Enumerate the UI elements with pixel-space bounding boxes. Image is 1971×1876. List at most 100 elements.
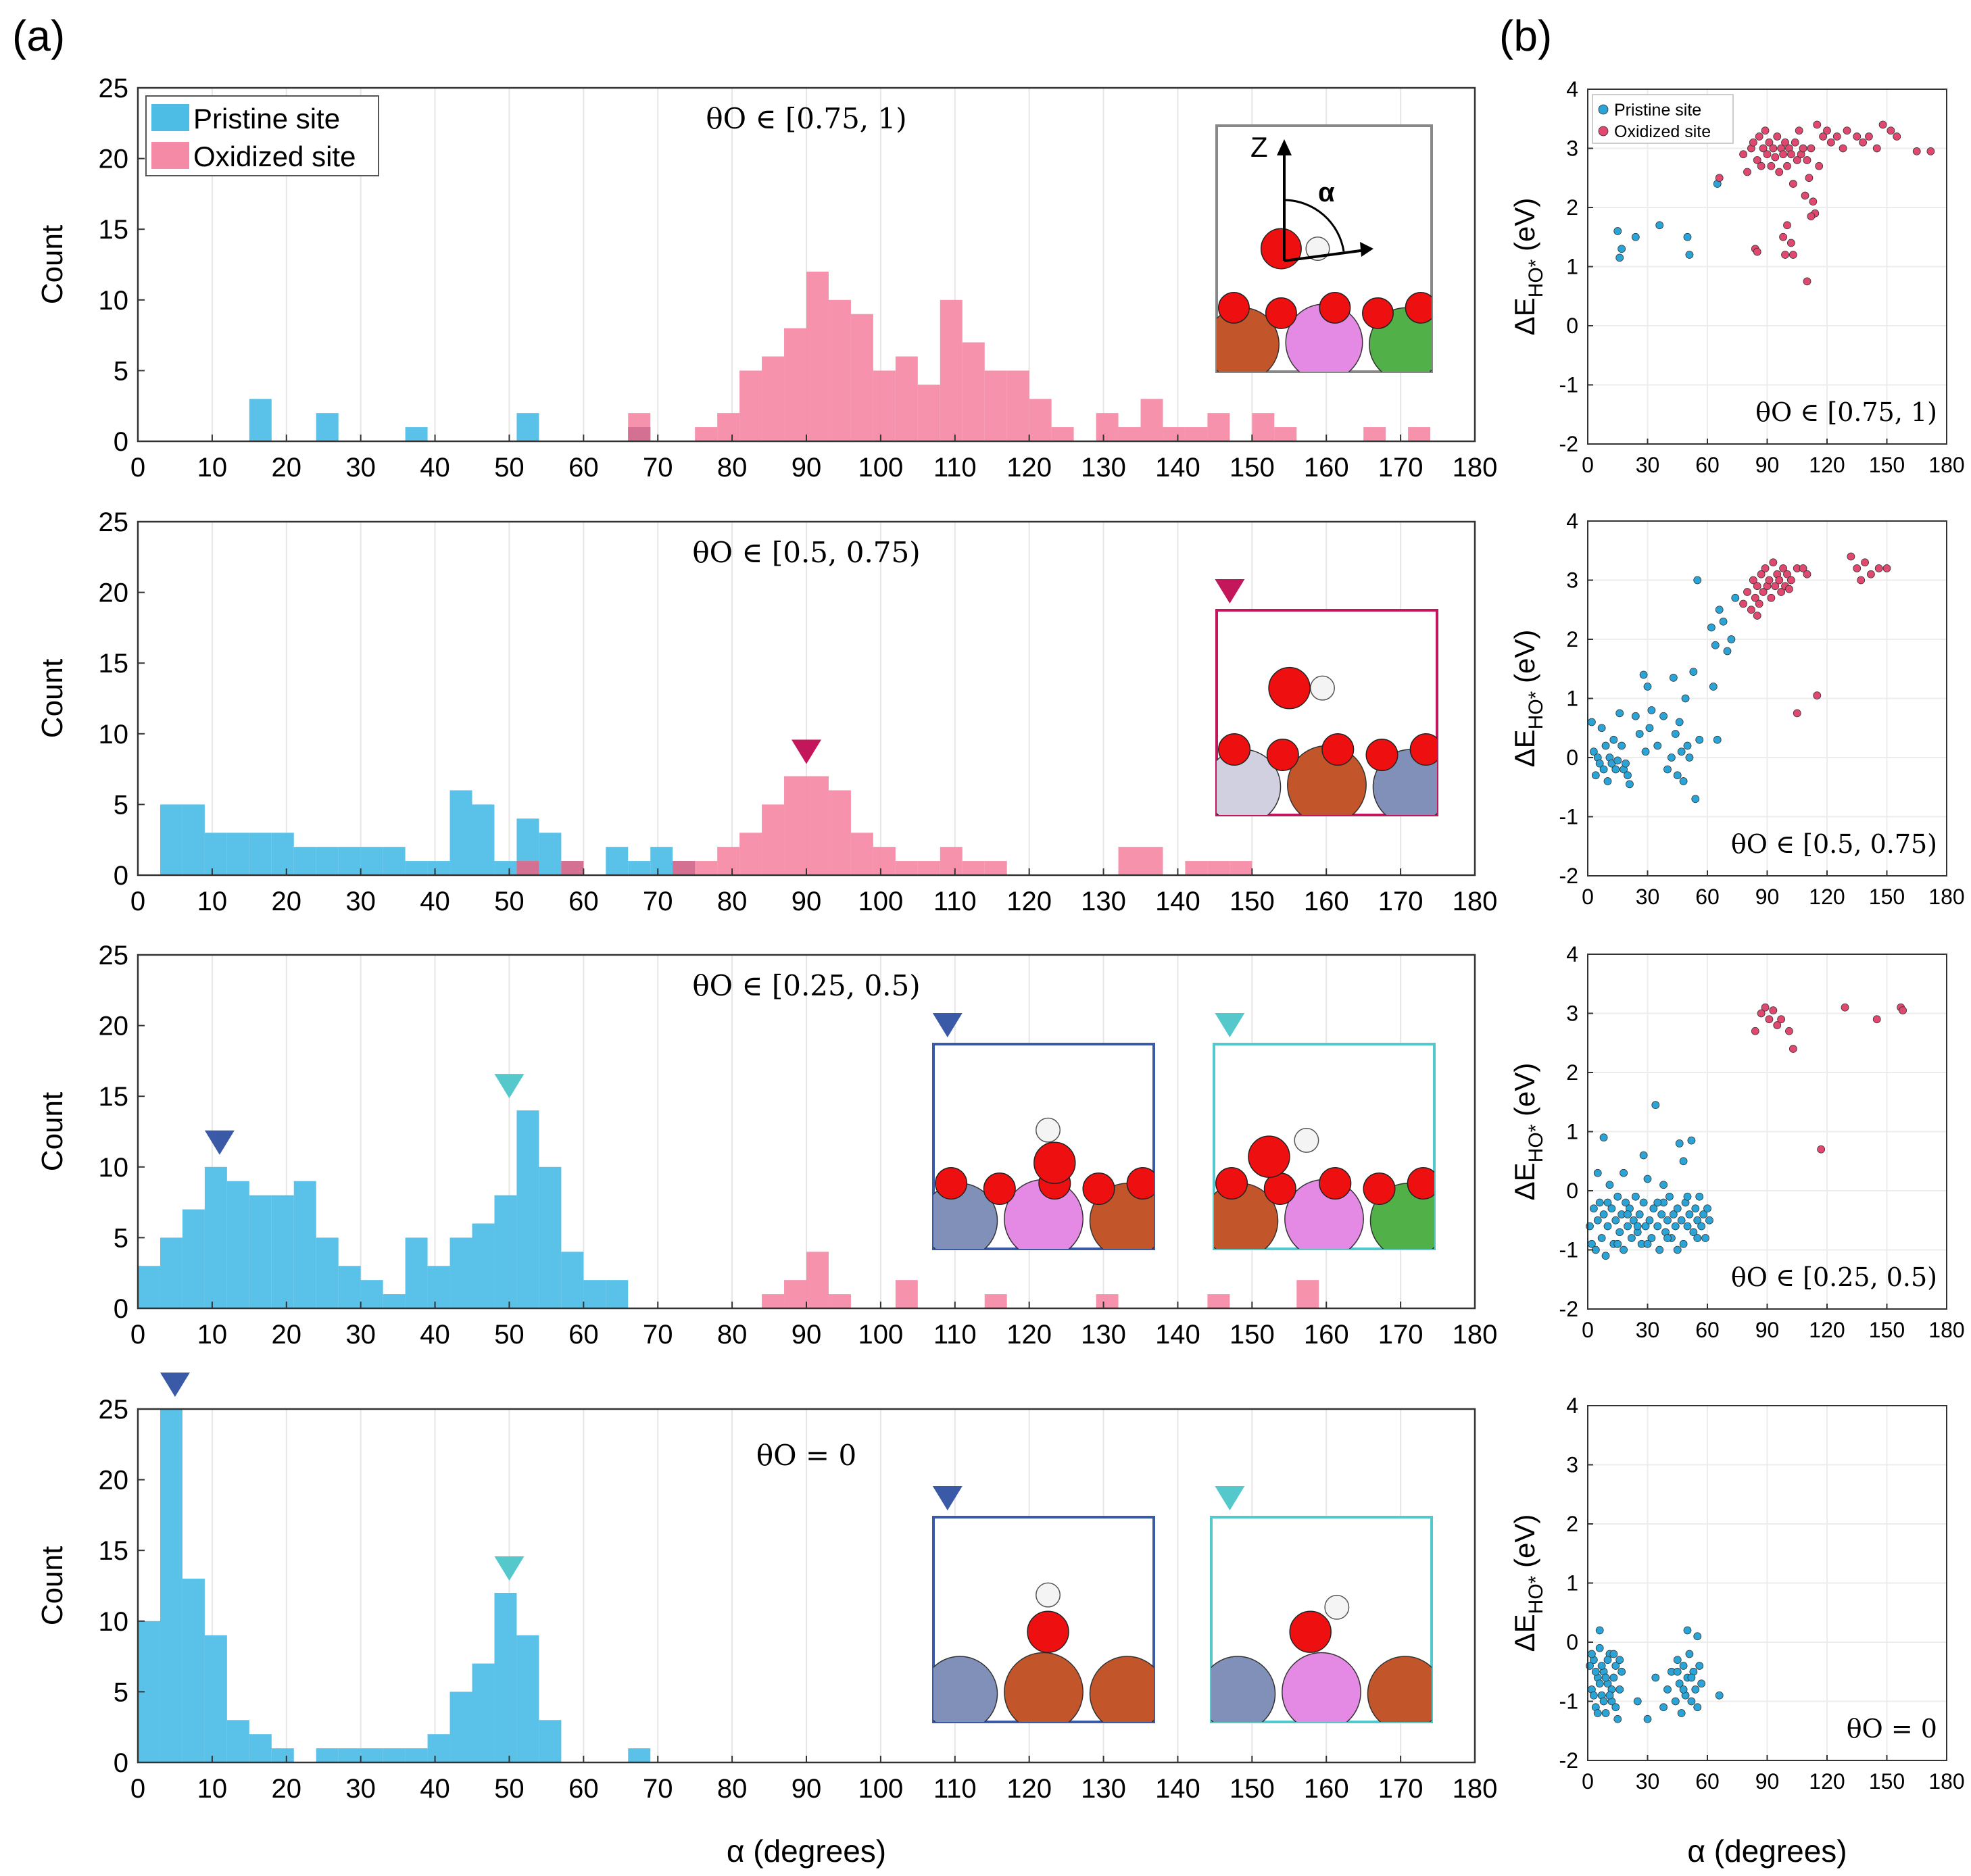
histogram-bar: [1029, 399, 1052, 441]
inset-2-1-surface-oxygen: [1365, 738, 1398, 772]
x-tick-label: 40: [420, 453, 450, 483]
histogram-bar: [316, 1748, 339, 1762]
histogram-bar: [1185, 861, 1208, 875]
scatter-point: [1753, 582, 1761, 591]
scatter-point: [1899, 1006, 1907, 1015]
y-tick-label: -1: [1559, 1238, 1578, 1262]
x-tick-label: 90: [1755, 453, 1780, 477]
x-tick-label: 0: [1582, 1318, 1594, 1342]
peak-marker: [494, 1074, 525, 1099]
scatter-point: [1675, 718, 1684, 726]
histogram-bar: [516, 1110, 539, 1308]
histogram-bar: [784, 776, 806, 875]
histogram-bar: [561, 1252, 584, 1308]
x-tick-label: 120: [1006, 1320, 1052, 1350]
histogram-bar: [583, 1280, 606, 1308]
inset-4-1-atoms: [933, 1582, 1154, 1722]
y-tick-label: -1: [1559, 373, 1578, 397]
histogram-bar: [293, 847, 316, 875]
scatter-point: [1624, 771, 1632, 780]
y-tick-label: 0: [114, 861, 128, 891]
scatter-point: [1655, 221, 1664, 230]
scatter-point: [1866, 570, 1875, 578]
scatter-point: [1788, 251, 1797, 259]
inset-top-atoms: [1217, 228, 1432, 372]
scatter-point: [1603, 1656, 1612, 1664]
x-tick-label: 120: [1006, 887, 1052, 916]
x-tick-label: 150: [1230, 887, 1275, 916]
y-tick-label: 0: [1566, 314, 1578, 338]
scatter-point: [1589, 747, 1598, 756]
x-tick-label: 130: [1081, 453, 1126, 483]
x-tick-label: 150: [1869, 1318, 1905, 1342]
histogram-bar: [717, 847, 740, 875]
x-tick-label: 60: [568, 1320, 599, 1350]
scatter-point: [1753, 247, 1761, 256]
histogram-bar: [226, 1720, 249, 1762]
y-tick-label: 4: [1566, 77, 1578, 101]
histogram-bar: [606, 1280, 629, 1308]
scatter-point: [1603, 777, 1612, 785]
scatter-point: [1853, 132, 1862, 141]
y-axis-label-main: ΔE: [1509, 297, 1540, 335]
scatter-point: [1695, 735, 1704, 744]
histogram-bar: [739, 833, 762, 875]
scatter-point: [1601, 1709, 1610, 1717]
scatter-point: [1607, 1204, 1616, 1213]
scatter-point: [1615, 1656, 1624, 1664]
x-tick-label: 130: [1081, 1774, 1126, 1804]
histogram-bar: [873, 847, 896, 875]
scatter-point: [1693, 576, 1702, 585]
scatter-point: [1641, 1222, 1650, 1231]
peak-marker: [160, 1373, 190, 1397]
y-tick-label: -2: [1559, 1748, 1578, 1773]
x-tick-label: 120: [1006, 453, 1052, 483]
histogram-bar: [917, 861, 940, 875]
scatter-point: [1781, 251, 1789, 259]
scatter-point: [1783, 221, 1791, 230]
y-tick-label: 25: [99, 941, 129, 970]
histogram-overlap-bar: [516, 861, 539, 875]
y-tick-label: 4: [1566, 509, 1578, 533]
scatter-point: [1743, 588, 1751, 596]
scatter-point: [1713, 735, 1722, 744]
scatter-point: [1599, 1697, 1608, 1706]
scatter-point: [1609, 1650, 1618, 1658]
x-tick-label: 150: [1869, 885, 1905, 909]
histogram-bar: [472, 1663, 495, 1762]
inset-3-1-surface-oxygen: [935, 1166, 968, 1200]
scatter-point: [1783, 570, 1791, 578]
inset-3-1-surface-oxygen: [1126, 1166, 1154, 1200]
y-tick-label: 1: [1566, 687, 1578, 711]
angle-arc: [1284, 199, 1345, 252]
histogram-bar: [1185, 427, 1208, 441]
y-tick-label: 20: [99, 1012, 129, 1041]
histogram-bar: [1051, 427, 1074, 441]
scatter-point: [1857, 576, 1866, 585]
scatter-point: [1761, 126, 1770, 135]
y-axis-label: Count: [36, 659, 69, 738]
panel-annotation: θO = 0: [1847, 1714, 1937, 1744]
scatter-point: [1622, 759, 1630, 768]
scatter-point: [1613, 1192, 1622, 1201]
y-tick-label: -2: [1559, 432, 1578, 456]
histogram-bar: [383, 847, 406, 875]
panel-title: θO = 0: [756, 1439, 856, 1472]
x-tick-label: 50: [494, 1320, 525, 1350]
histogram-bar: [1363, 427, 1386, 441]
histogram-bar: [360, 847, 383, 875]
histogram-3: 0 10 20 30 40 50 60 70 80 90 100 110 120 130 140 150 160…: [36, 941, 1497, 1350]
histogram-bar: [917, 385, 940, 441]
histogram-bar: [271, 1195, 294, 1308]
histogram-bar: [1207, 861, 1230, 875]
y-tick-label: 20: [99, 578, 129, 608]
histogram-bar: [204, 1635, 227, 1762]
scatter-point: [1649, 1204, 1658, 1213]
scatter-point: [1679, 1662, 1688, 1670]
histogram-bar: [472, 804, 495, 875]
scatter-point: [1874, 564, 1883, 572]
x-axis-label: α (degrees): [1687, 1833, 1847, 1869]
x-tick-label: 0: [130, 1774, 145, 1804]
histogram-bar: [1118, 847, 1141, 875]
scatter-point: [1727, 635, 1736, 643]
